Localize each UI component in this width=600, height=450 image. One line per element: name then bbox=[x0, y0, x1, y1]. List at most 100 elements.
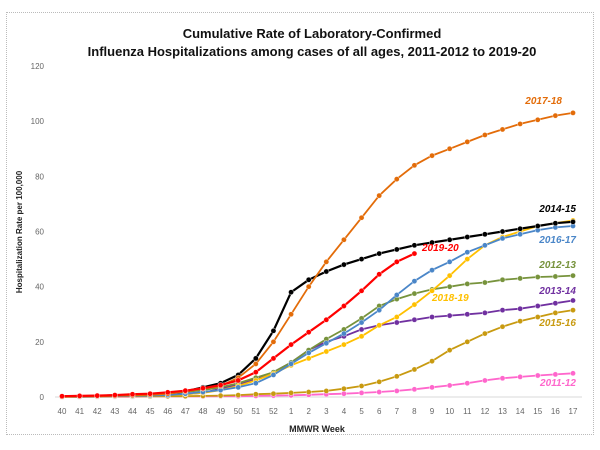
data-point bbox=[305, 355, 312, 362]
data-point bbox=[552, 112, 559, 119]
data-point bbox=[323, 388, 330, 394]
data-point bbox=[393, 319, 400, 326]
chart-frame bbox=[6, 12, 594, 435]
series-label: 2014-15 bbox=[538, 204, 576, 215]
x-tick-label: 17 bbox=[569, 407, 578, 416]
data-point bbox=[534, 116, 541, 123]
data-point bbox=[499, 307, 506, 313]
chart-title-line-2: Influenza Hospitalizations among cases o… bbox=[88, 44, 537, 59]
x-tick-label: 9 bbox=[430, 407, 435, 416]
x-tick-label: 48 bbox=[199, 407, 208, 416]
data-point bbox=[217, 382, 224, 388]
data-point bbox=[411, 386, 418, 393]
data-point bbox=[429, 267, 435, 273]
data-point bbox=[341, 390, 347, 397]
data-point bbox=[534, 274, 541, 280]
x-tick-label: 50 bbox=[234, 407, 243, 416]
x-tick-label: 10 bbox=[445, 407, 454, 416]
x-tick-label: 11 bbox=[463, 407, 472, 416]
data-point bbox=[288, 361, 294, 367]
x-tick-label: 43 bbox=[110, 407, 119, 416]
data-point bbox=[323, 340, 330, 347]
x-tick-label: 13 bbox=[498, 407, 507, 416]
data-point bbox=[411, 278, 418, 284]
data-point bbox=[358, 288, 365, 294]
data-point bbox=[429, 239, 435, 246]
data-point bbox=[393, 388, 400, 394]
data-point bbox=[464, 281, 471, 287]
data-point bbox=[499, 276, 506, 283]
x-tick-label: 51 bbox=[251, 407, 260, 416]
data-point bbox=[147, 390, 153, 397]
data-point bbox=[253, 391, 259, 398]
data-point bbox=[59, 393, 65, 399]
data-point bbox=[393, 373, 400, 380]
x-tick-label: 40 bbox=[58, 407, 67, 416]
data-point bbox=[499, 126, 506, 133]
x-tick-label: 4 bbox=[342, 407, 347, 416]
series-2014-15 bbox=[59, 219, 576, 400]
series-label: 2012-13 bbox=[538, 260, 576, 271]
data-point bbox=[341, 236, 347, 243]
data-point bbox=[341, 330, 347, 337]
x-axis-label: MMWR Week bbox=[289, 424, 346, 434]
data-point bbox=[552, 310, 559, 316]
x-tick-label: 42 bbox=[93, 407, 102, 416]
x-tick-label: 47 bbox=[181, 407, 190, 416]
data-point bbox=[358, 256, 365, 262]
series-line bbox=[62, 219, 574, 398]
x-tick-label: 6 bbox=[377, 407, 382, 416]
data-point bbox=[517, 275, 523, 282]
data-point bbox=[499, 228, 506, 235]
data-point bbox=[464, 256, 471, 262]
data-point bbox=[517, 305, 523, 312]
data-point bbox=[376, 271, 382, 278]
data-point bbox=[235, 392, 242, 398]
data-point bbox=[217, 392, 224, 399]
data-point bbox=[323, 268, 330, 275]
data-point bbox=[270, 390, 277, 397]
x-tick-label: 46 bbox=[163, 407, 172, 416]
data-point bbox=[393, 292, 400, 298]
data-point bbox=[429, 384, 435, 391]
data-point bbox=[323, 259, 330, 265]
data-point bbox=[517, 374, 523, 380]
data-point bbox=[358, 326, 365, 333]
series-label: 2013-14 bbox=[538, 286, 576, 297]
x-tick-label: 49 bbox=[216, 407, 225, 416]
series-2019-20 bbox=[59, 250, 418, 399]
data-point bbox=[552, 273, 559, 280]
data-point bbox=[288, 311, 294, 318]
series-2017-18 bbox=[59, 110, 576, 400]
data-point bbox=[182, 387, 189, 394]
x-tick-label: 16 bbox=[551, 407, 560, 416]
data-point bbox=[464, 380, 471, 387]
data-point bbox=[552, 371, 559, 378]
series-2012-13 bbox=[59, 272, 576, 400]
data-point bbox=[482, 310, 488, 316]
data-point bbox=[358, 383, 365, 389]
data-point bbox=[376, 307, 382, 313]
data-point bbox=[482, 231, 488, 238]
series-label: 2015-16 bbox=[538, 318, 576, 329]
series-label: 2011-12 bbox=[539, 378, 576, 389]
data-point bbox=[305, 283, 312, 290]
data-point bbox=[482, 377, 488, 384]
data-point bbox=[288, 341, 294, 348]
data-point bbox=[393, 246, 400, 253]
data-point bbox=[570, 297, 576, 304]
data-point bbox=[570, 370, 576, 377]
chart-title-line-1: Cumulative Rate of Laboratory-Confirmed bbox=[183, 26, 442, 41]
x-tick-label: 12 bbox=[480, 407, 489, 416]
data-point bbox=[446, 347, 453, 353]
data-point bbox=[482, 330, 488, 337]
x-tick-label: 2 bbox=[306, 407, 311, 416]
data-point bbox=[323, 316, 330, 323]
data-point bbox=[76, 393, 83, 399]
data-point bbox=[446, 312, 453, 319]
x-tick-label: 3 bbox=[324, 407, 329, 416]
data-point bbox=[393, 176, 400, 182]
data-point bbox=[464, 234, 471, 240]
data-point bbox=[253, 369, 259, 375]
data-point bbox=[570, 307, 576, 313]
